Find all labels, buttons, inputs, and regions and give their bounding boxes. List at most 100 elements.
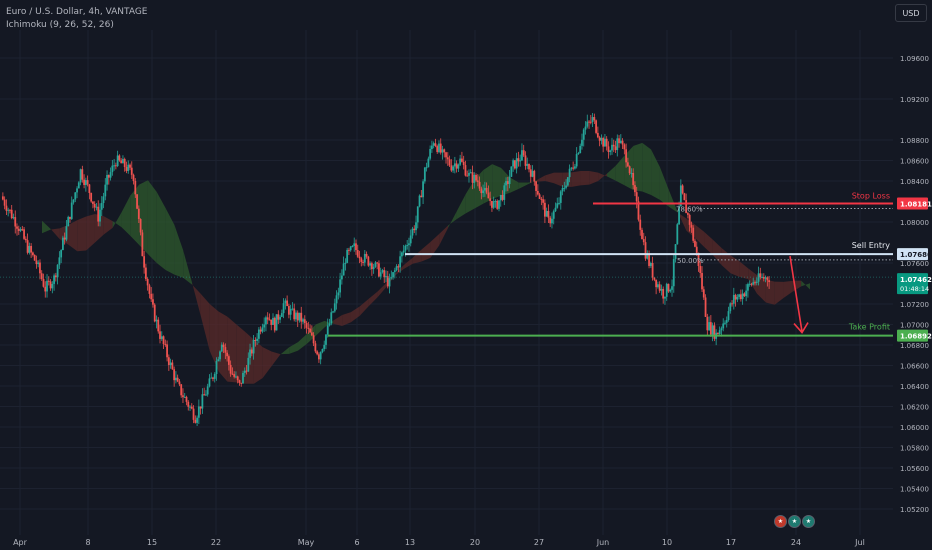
candle: [280, 313, 283, 317]
candle: [408, 243, 410, 246]
currency-button[interactable]: USD: [895, 4, 927, 22]
candle: [194, 419, 197, 423]
candle: [337, 292, 340, 296]
candle: [427, 158, 430, 168]
time-axis: Apr 8 15 22 May 6 13 20 27 Jun 10 17 24 Jul: [13, 538, 865, 547]
candle: [215, 360, 218, 375]
candle: [259, 329, 262, 332]
cloud-segment: [518, 182, 528, 189]
candle: [291, 308, 294, 310]
candle: [113, 165, 116, 167]
candle: [660, 288, 663, 291]
candle: [247, 357, 250, 372]
candle: [602, 137, 605, 147]
candle: [568, 168, 571, 178]
candle: [24, 238, 27, 241]
cloud-segment: [342, 312, 351, 326]
price-axis: 1.09600 1.09200 1.08800 1.08600 1.08400 1.080…: [893, 0, 932, 550]
candle: [266, 317, 269, 320]
candle: [687, 213, 689, 215]
candle: [77, 182, 80, 189]
candle: [646, 254, 649, 259]
us-flag-icon[interactable]: ★: [774, 515, 787, 528]
candle: [669, 289, 672, 292]
cloud-segment: [280, 347, 290, 355]
cloud-segment: [695, 224, 705, 247]
candle: [515, 158, 518, 169]
candle: [734, 294, 737, 300]
candle: [589, 121, 592, 123]
candle: [287, 306, 290, 315]
candle: [702, 289, 705, 298]
cloud-segment: [783, 280, 793, 298]
candle: [208, 378, 211, 387]
candle: [619, 140, 622, 144]
candle: [676, 224, 679, 245]
candle: [12, 217, 15, 219]
candle: [411, 228, 414, 236]
candle: [333, 303, 336, 312]
candle: [473, 174, 476, 183]
candle: [185, 396, 188, 402]
candle: [164, 343, 167, 345]
candle: [339, 279, 341, 293]
candle: [328, 323, 331, 326]
cloud-segment: [359, 298, 369, 316]
candle: [392, 272, 394, 278]
candle: [312, 335, 315, 344]
x-tick-label: May: [298, 538, 315, 547]
cloud-segment: [448, 211, 457, 228]
candle: [370, 263, 373, 270]
candle: [376, 262, 379, 264]
candle: [56, 264, 59, 278]
eu-flag-icon[interactable]: ★: [788, 515, 801, 528]
candle: [438, 143, 440, 152]
candle: [469, 172, 472, 174]
candle: [379, 272, 382, 277]
y-tick-label: 1.05400: [900, 486, 929, 494]
candle: [724, 322, 726, 324]
candle: [709, 322, 712, 335]
candle: [81, 169, 84, 180]
eu-flag-icon[interactable]: ★: [802, 515, 815, 528]
cloud-segment: [492, 164, 502, 200]
candle: [282, 303, 285, 314]
candle: [197, 406, 200, 418]
cloud-segment: [209, 304, 219, 372]
x-tick-label: 24: [791, 538, 801, 547]
candle: [196, 417, 198, 423]
candle: [748, 283, 751, 285]
candle: [242, 372, 244, 384]
x-tick-label: 8: [85, 538, 90, 547]
candle: [642, 239, 645, 243]
indicator-legend[interactable]: Ichimoku (9, 26, 52, 26): [6, 20, 114, 30]
cloud-segment: [192, 282, 201, 317]
candle: [219, 351, 221, 360]
candle: [648, 254, 650, 266]
candle: [397, 266, 400, 268]
candle: [453, 163, 456, 167]
candle: [595, 120, 597, 133]
candle: [501, 194, 504, 200]
candle: [543, 202, 546, 217]
candle: [461, 158, 463, 162]
cloud-segment: [757, 275, 766, 303]
candle: [5, 205, 8, 211]
candle: [431, 145, 433, 150]
candle: [319, 352, 322, 360]
trade-levels: Stop Loss Sell Entry Take Profit: [328, 191, 893, 337]
fib-levels: 78.60% 50.00%: [676, 206, 893, 265]
candle: [439, 143, 442, 153]
candle: [395, 266, 398, 271]
candle: [572, 167, 575, 169]
candle: [489, 198, 492, 201]
candle: [227, 356, 230, 365]
candle: [222, 344, 225, 348]
candle: [378, 263, 380, 277]
candle: [630, 172, 633, 174]
candle: [743, 293, 746, 297]
candle: [83, 179, 85, 185]
candle: [314, 343, 317, 352]
candle: [321, 348, 324, 353]
